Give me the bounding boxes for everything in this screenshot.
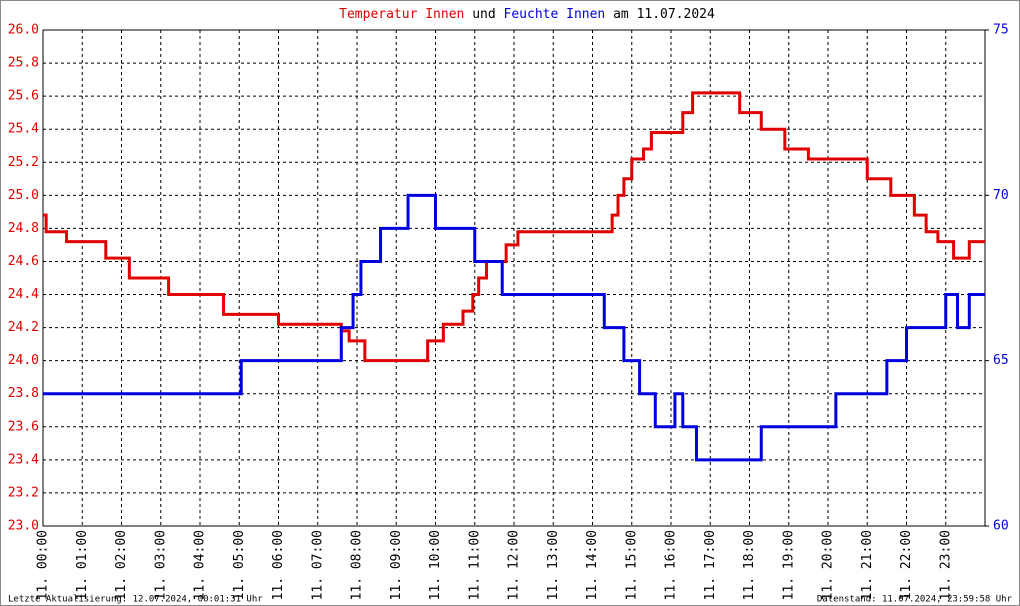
x-tick-label: 11. 20:00 [821, 530, 836, 600]
y2-tick-label: 75 [993, 23, 1009, 38]
title-connector: und [472, 7, 495, 22]
x-tick-label: 11. 19:00 [781, 530, 796, 600]
y-tick-label: 23.8 [8, 386, 39, 401]
y2-tick-label: 60 [993, 519, 1009, 534]
x-tick-label: 11. 09:00 [389, 530, 404, 600]
x-tick-label: 11. 14:00 [585, 530, 600, 600]
y-tick-label: 24.2 [8, 320, 39, 335]
y2-tick-label: 70 [993, 188, 1009, 203]
y-tick-label: 25.8 [8, 56, 39, 71]
x-tick-label: 11. 06:00 [271, 530, 286, 600]
x-tick-label: 11. 05:00 [232, 530, 247, 600]
x-tick-label: 11. 03:00 [153, 530, 168, 600]
x-tick-label: 11. 11:00 [467, 530, 482, 600]
y-tick-label: 25.4 [8, 122, 39, 137]
x-tick-label: 11. 00:00 [36, 530, 51, 600]
y-tick-label: 24.4 [8, 287, 39, 302]
y-tick-label: 23.2 [8, 485, 39, 500]
x-tick-label: 11. 23:00 [938, 530, 953, 600]
plot-area [42, 29, 986, 527]
y2-tick-label: 65 [993, 353, 1009, 368]
x-tick-label: 11. 18:00 [742, 530, 757, 600]
y-tick-label: 23.0 [8, 519, 39, 534]
y-tick-label: 23.4 [8, 452, 39, 467]
x-tick-label: 11. 01:00 [75, 530, 90, 600]
title-suffix: am 11.07.2024 [613, 7, 715, 22]
x-tick-label: 11. 17:00 [703, 530, 718, 600]
y-tick-label: 25.2 [8, 155, 39, 170]
x-tick-label: 11. 02:00 [114, 530, 129, 600]
data-line [43, 91, 985, 363]
y-tick-label: 26.0 [8, 23, 39, 38]
y-tick-label: 24.0 [8, 353, 39, 368]
x-tick-label: 11. 16:00 [664, 530, 679, 600]
y-tick-label: 23.6 [8, 419, 39, 434]
title-series-1: Temperatur Innen [339, 7, 464, 22]
y-tick-label: 24.6 [8, 254, 39, 269]
x-tick-label: 11. 15:00 [624, 530, 639, 600]
x-tick-label: 11. 21:00 [860, 530, 875, 600]
y-tick-label: 24.8 [8, 221, 39, 236]
x-tick-label: 11. 08:00 [350, 530, 365, 600]
y-tick-label: 25.6 [8, 89, 39, 104]
x-tick-label: 11. 07:00 [310, 530, 325, 600]
footer-right: Datenstand: 11.07.2024, 23:59:58 Uhr [817, 595, 1013, 605]
x-tick-label: 11. 10:00 [428, 530, 443, 600]
x-tick-label: 11. 04:00 [193, 530, 208, 600]
x-tick-label: 11. 12:00 [507, 530, 522, 600]
chart-title: Temperatur Innen und Feuchte Innen am 11… [339, 7, 715, 22]
title-series-2: Feuchte Innen [504, 7, 606, 22]
x-tick-label: 11. 22:00 [899, 530, 914, 600]
y-tick-label: 25.0 [8, 188, 39, 203]
x-tick-label: 11. 13:00 [546, 530, 561, 600]
footer-left: Letzte Aktualisierung: 12.07.2024, 00:01… [8, 595, 263, 605]
data-line [43, 193, 985, 462]
